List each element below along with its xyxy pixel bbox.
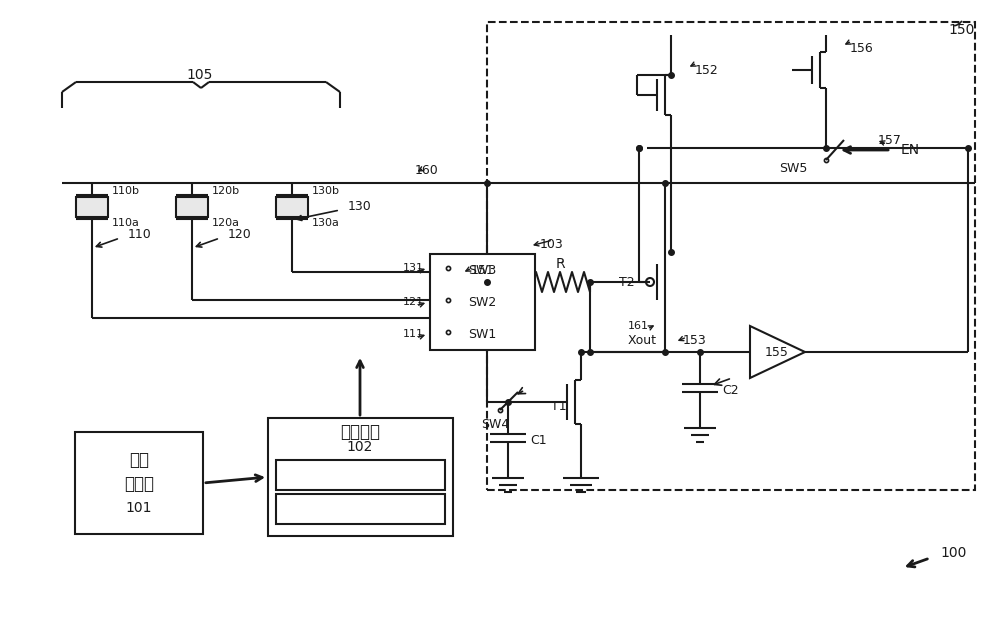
Text: 110: 110 [128,228,152,241]
Text: 120a: 120a [212,218,240,228]
Text: T2: T2 [619,275,635,288]
Text: SW3: SW3 [468,264,496,277]
Text: 157: 157 [878,134,902,147]
Bar [430,254,535,350]
Text: C2: C2 [722,384,739,397]
Text: 156: 156 [850,41,874,54]
Text: 160: 160 [415,165,439,178]
Text: SW1: SW1 [468,327,496,340]
Text: 存儲器  102a: 存儲器 102a [326,502,394,516]
Text: EN: EN [901,143,920,157]
Bar [176,197,208,217]
Text: 131: 131 [403,263,424,273]
Text: 130a: 130a [312,218,340,228]
Text: 150: 150 [949,23,975,37]
Text: 121: 121 [403,297,424,307]
Text: 120b: 120b [212,186,240,196]
Text: 120: 120 [228,228,252,241]
Text: 102: 102 [347,440,373,454]
Bar [75,432,203,534]
Bar [487,22,975,490]
Text: 152: 152 [695,64,719,77]
Text: 100: 100 [940,546,966,560]
Text: 151: 151 [471,264,495,277]
Text: SW4: SW4 [481,417,509,430]
Text: 溫度: 溫度 [129,451,149,469]
Bar [276,494,445,524]
Text: 101: 101 [126,501,152,515]
Text: 傳感器: 傳感器 [124,475,154,493]
Text: 111: 111 [403,329,424,339]
Text: SW5: SW5 [780,162,808,175]
Text: 155: 155 [765,345,789,358]
Text: 103: 103 [540,238,564,251]
Text: 105: 105 [187,68,213,82]
Text: Xout: Xout [628,334,657,347]
Text: 161: 161 [628,321,649,331]
Text: R: R [555,257,565,271]
Bar [276,197,308,217]
Text: SW2: SW2 [468,295,496,308]
Text: 153: 153 [683,334,707,347]
Text: C1: C1 [530,433,547,446]
Text: 130b: 130b [312,186,340,196]
Text: 處理器  102b: 處理器 102b [325,468,395,482]
Bar [268,418,453,536]
Text: 110a: 110a [112,218,140,228]
Bar [76,197,108,217]
Text: 110b: 110b [112,186,140,196]
Text: T1: T1 [551,400,567,413]
Text: 控制電路: 控制電路 [340,423,380,441]
Text: 130: 130 [348,201,372,214]
Bar [276,460,445,490]
